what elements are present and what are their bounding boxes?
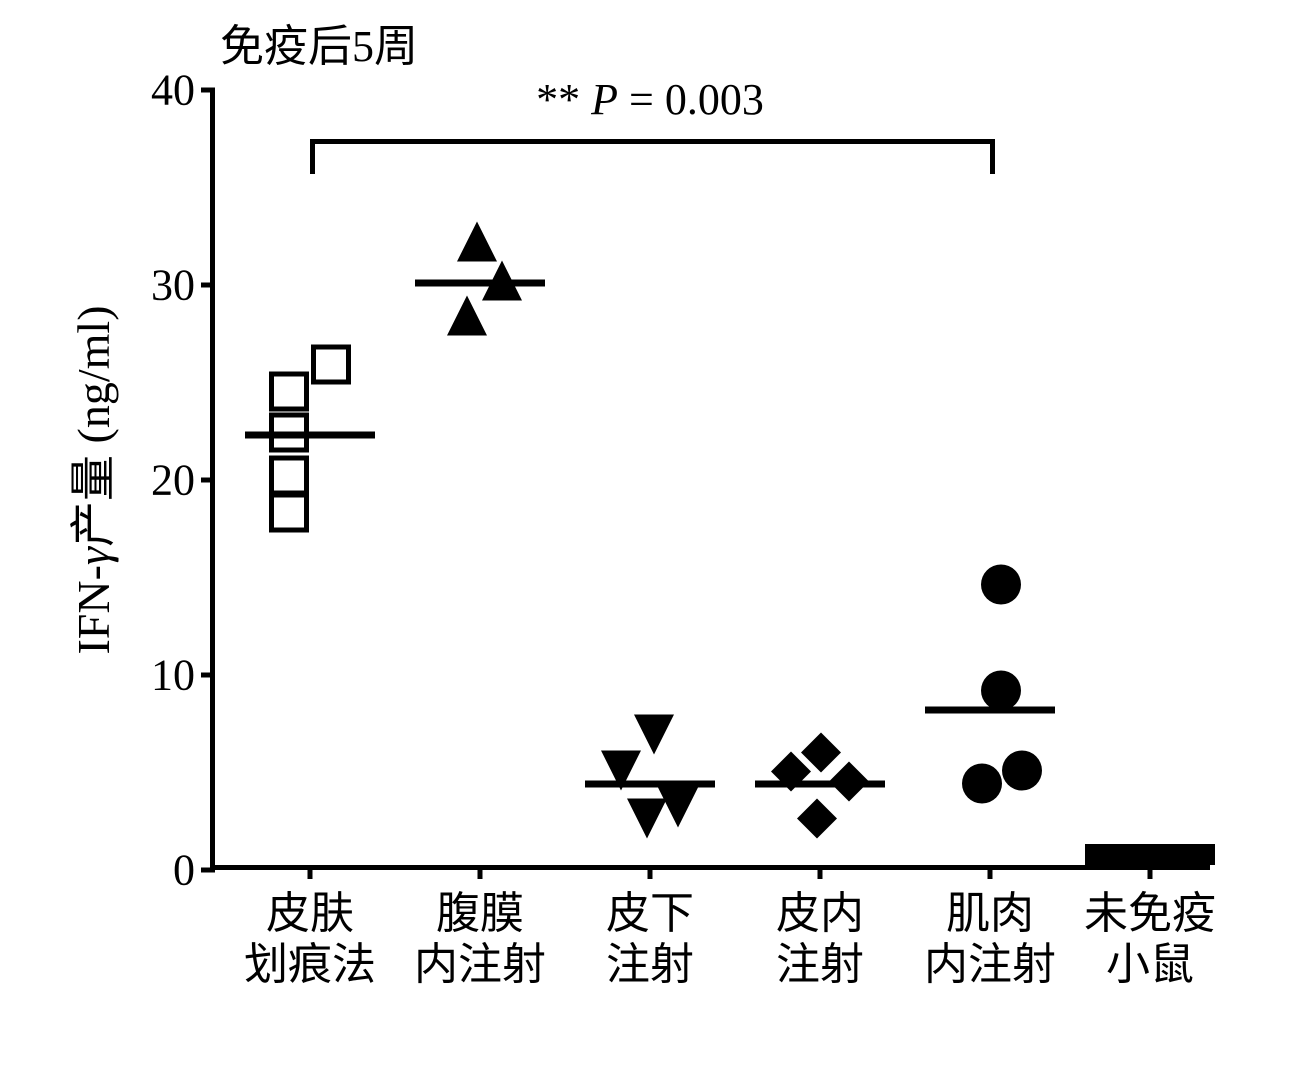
y-tick-label: 0	[173, 845, 201, 896]
x-tick-label-line2: 注射	[776, 940, 864, 991]
significance-label: ** P = 0.003	[536, 74, 764, 125]
x-tick-label: 皮下注射	[606, 889, 694, 990]
x-tick-mark	[648, 865, 653, 879]
y-tick-label: 20	[151, 455, 201, 506]
x-tick-label-line1: 肌肉	[924, 889, 1056, 940]
ylabel-suffix: 产量 (ng/ml)	[68, 305, 119, 546]
sig-value: = 0.003	[618, 75, 764, 124]
x-tick-label-line2: 内注射	[414, 940, 546, 991]
x-tick-label-line1: 皮下	[606, 889, 694, 940]
y-axis-label: IFN-γ产量 (ng/ml)	[57, 305, 123, 654]
x-tick-label-line1: 未免疫	[1084, 889, 1216, 940]
sig-stars: **	[536, 75, 591, 124]
x-tick-label-line1: 皮内	[776, 889, 864, 940]
x-tick-label: 皮肤划痕法	[244, 889, 376, 990]
y-tick-mark	[201, 478, 215, 483]
y-tick-label: 30	[151, 260, 201, 311]
sig-P: P	[591, 75, 618, 124]
y-tick: 30	[151, 260, 215, 311]
y-tick: 40	[151, 65, 215, 116]
chart-title-text: 免疫后5周	[220, 22, 418, 71]
chart-container: 免疫后5周 IFN-γ产量 (ng/ml) 010203040皮肤划痕法腹膜内注…	[40, 10, 1280, 1060]
y-tick-mark	[201, 283, 215, 288]
y-tick-mark	[201, 673, 215, 678]
x-tick-label: 腹膜内注射	[414, 889, 546, 990]
y-tick-mark	[201, 88, 215, 93]
plot-area: 010203040皮肤划痕法腹膜内注射皮下注射皮内注射肌肉内注射未免疫小鼠** …	[210, 90, 1210, 870]
x-tick-mark	[308, 865, 313, 879]
x-tick-label-line2: 划痕法	[244, 940, 376, 991]
significance-bracket	[215, 90, 1210, 865]
x-tick-mark	[478, 865, 483, 879]
x-tick-mark	[818, 865, 823, 879]
y-tick: 10	[151, 650, 215, 701]
x-tick-label-line2: 内注射	[924, 940, 1056, 991]
x-tick-mark	[988, 865, 993, 879]
y-tick: 20	[151, 455, 215, 506]
y-tick-mark	[201, 868, 215, 873]
x-tick-label: 肌肉内注射	[924, 889, 1056, 990]
chart-title: 免疫后5周	[220, 10, 418, 74]
y-tick: 0	[173, 845, 215, 896]
x-tick-label-line1: 腹膜	[414, 889, 546, 940]
ylabel-prefix: IFN-	[68, 565, 119, 654]
x-tick-label-line2: 小鼠	[1084, 940, 1216, 991]
x-tick-mark	[1148, 865, 1153, 879]
x-tick-label-line1: 皮肤	[244, 889, 376, 940]
y-tick-label: 40	[151, 65, 201, 116]
x-tick-label-line2: 注射	[606, 940, 694, 991]
x-tick-label: 皮内注射	[776, 889, 864, 990]
ylabel-italic: γ	[68, 547, 119, 565]
y-tick-label: 10	[151, 650, 201, 701]
x-tick-label: 未免疫小鼠	[1084, 889, 1216, 990]
